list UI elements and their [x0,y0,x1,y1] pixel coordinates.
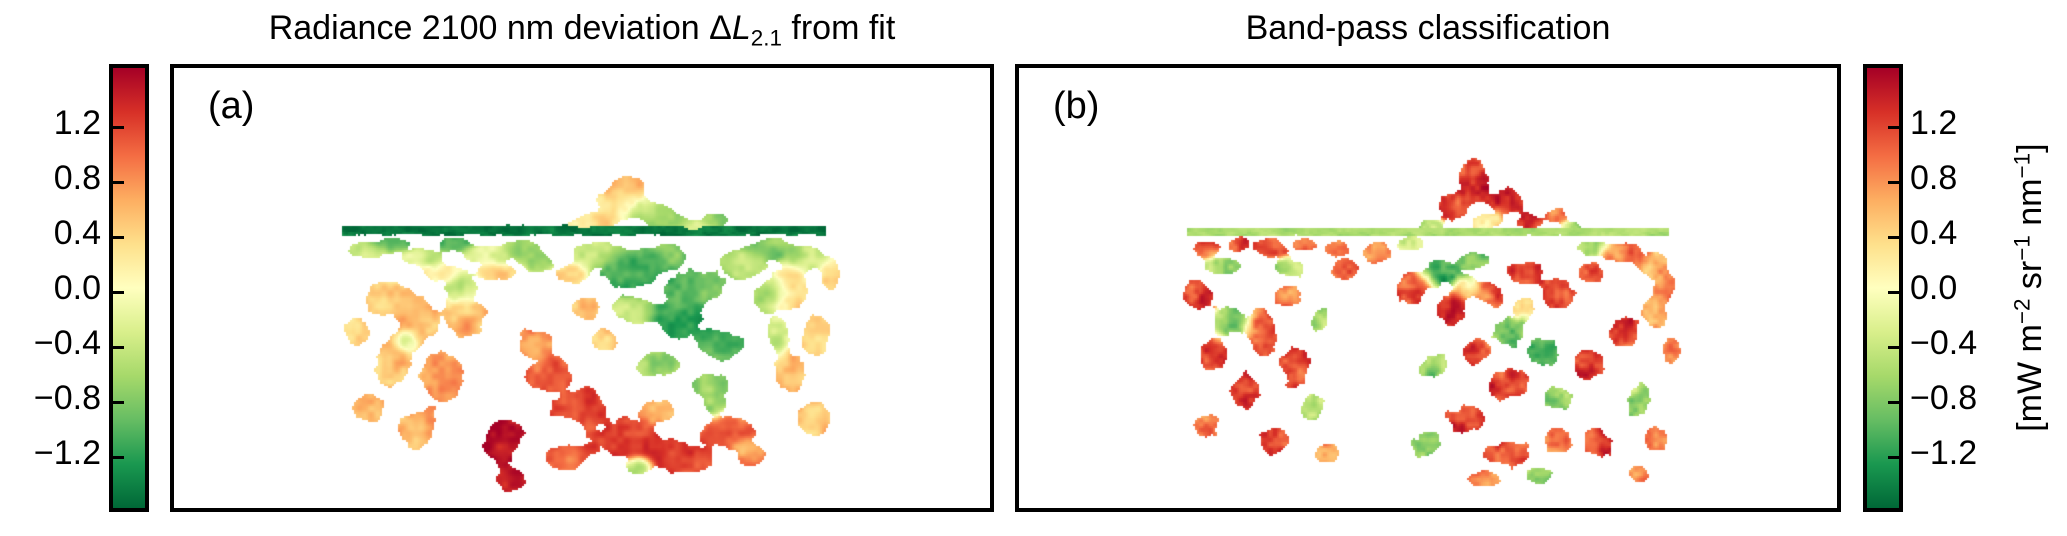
colorbar-tick-left [113,345,124,349]
colorbar-tick-label-left: 0.4 [53,214,101,252]
colorbar-tick-label-right: 0.8 [1910,159,1958,197]
panel-a-label: (a) [208,85,255,127]
colorbar-tick-label-right: −1.2 [1910,434,1978,472]
colorbar-tick-label-right: 1.2 [1910,104,1958,142]
unit-text-part: sr [2010,261,2049,299]
colorbar-tick-right [1888,400,1899,404]
colorbar-left [109,64,149,512]
unit-text-part: ] [2010,143,2049,154]
colorbar-tick-right [1888,345,1899,349]
panel-a: (a) [170,64,994,512]
panel-b-title: Band-pass classification [1245,9,1611,47]
colorbar-tick-label-left: 1.2 [53,104,101,142]
unit-superscript: −1 [2009,153,2035,179]
panel-a-title-variable: L [731,9,751,47]
colorbar-tick-left [113,455,124,459]
unit-superscript: −1 [2009,235,2035,262]
colorbar-right [1863,64,1903,512]
unit-text-part: nm [2010,178,2049,236]
panel-a-title: Radiance 2100 nm deviation ΔL2.1 from fi… [170,6,994,50]
colorbar-tick-label-right: 0.4 [1910,214,1958,252]
colorbar-tick-label-left: −0.8 [33,379,101,417]
colorbar-tick-right [1888,180,1899,184]
colorbar-left-labels: 1.2 0.8 0.4 0.0 −0.4 −0.8 −1.2 [0,0,101,536]
colorbar-tick-label-left: 0.0 [53,269,101,307]
colorbar-tick-right [1888,235,1899,239]
colorbar-tick-left [113,290,124,294]
colorbar-tick-label-left: −0.4 [33,324,101,362]
colorbar-tick-label-left: −1.2 [33,434,101,472]
colorbar-right-labels: 1.2 0.8 0.4 0.0 −0.4 −0.8 −1.2 [1910,0,2040,536]
colorbar-tick-right [1888,455,1899,459]
colorbar-tick-left [113,180,124,184]
colorbar-tick-left [113,235,124,239]
panel-a-title-subscript: 2.1 [750,25,782,51]
heatmap-canvas-b [1019,68,1837,508]
panel-b: (b) [1015,64,1841,512]
unit-superscript: −2 [2009,298,2035,325]
colorbar-tick-label-left: 0.8 [53,159,101,197]
colorbar-unit-text: [mW m−2 sr−1 nm−1] [2009,143,2049,433]
panel-a-title-suffix: from fit [781,9,896,47]
unit-text-part: [mW m [2010,324,2049,433]
panel-b-label: (b) [1053,85,1100,127]
colorbar-tick-label-right: 0.0 [1910,269,1958,307]
colorbar-unit-label: [mW m−2 sr−1 nm−1] [1991,64,2067,512]
heatmap-canvas-a [174,68,990,508]
colorbar-tick-label-right: −0.4 [1910,324,1978,362]
colorbar-tick-right [1888,125,1899,129]
colorbar-tick-left [113,125,124,129]
panel-a-title-prefix: Radiance 2100 nm deviation Δ [268,9,732,47]
colorbar-tick-label-right: −0.8 [1910,379,1978,417]
colorbar-tick-right [1888,290,1899,294]
colorbar-tick-left [113,400,124,404]
